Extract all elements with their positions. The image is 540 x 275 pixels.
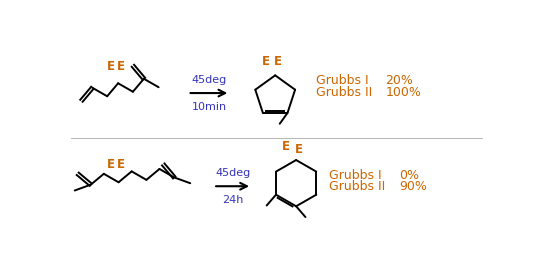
Text: 45deg: 45deg — [191, 75, 227, 85]
Text: 24h: 24h — [222, 196, 243, 205]
Text: E: E — [117, 158, 125, 172]
Text: E: E — [107, 158, 115, 172]
Text: 20%: 20% — [385, 74, 413, 87]
Text: Grubbs II: Grubbs II — [315, 86, 372, 99]
Text: E: E — [262, 56, 270, 68]
Text: 100%: 100% — [385, 86, 421, 99]
Text: Grubbs I: Grubbs I — [315, 74, 368, 87]
Text: E: E — [282, 140, 290, 153]
Text: E: E — [294, 143, 302, 156]
Text: Grubbs II: Grubbs II — [329, 180, 386, 194]
Text: Grubbs I: Grubbs I — [329, 169, 382, 182]
Text: E: E — [274, 56, 281, 68]
Text: E: E — [117, 60, 124, 73]
Text: E: E — [106, 60, 114, 73]
Text: 90%: 90% — [399, 180, 427, 194]
Text: 45deg: 45deg — [215, 168, 250, 178]
Text: 0%: 0% — [399, 169, 419, 182]
Text: 10min: 10min — [191, 102, 226, 112]
